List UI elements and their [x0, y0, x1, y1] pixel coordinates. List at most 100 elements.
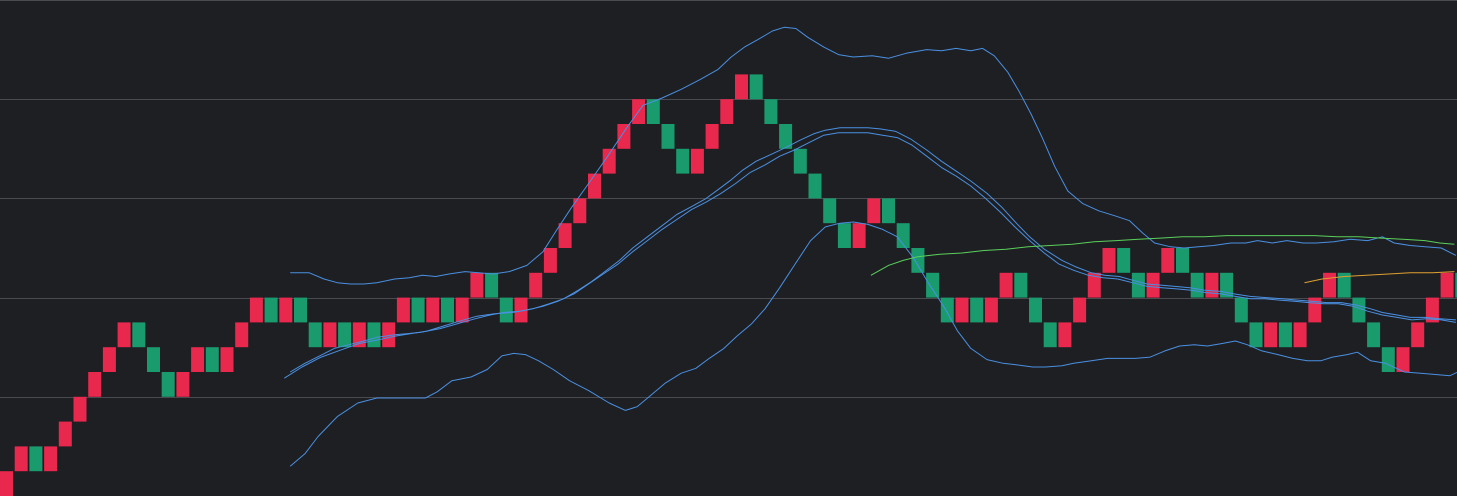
renko-brick-up — [1058, 322, 1072, 348]
renko-brick-up — [602, 148, 616, 174]
renko-brick-up — [1411, 322, 1425, 348]
renko-brick-down — [294, 297, 307, 323]
renko-brick-down — [793, 148, 807, 174]
renko-brick-up — [191, 347, 205, 372]
renko-brick-up — [1396, 347, 1410, 372]
renko-brick-down — [970, 297, 984, 323]
renko-brick-down — [29, 446, 43, 472]
renko-brick-up — [514, 297, 528, 323]
renko-brick-up — [279, 297, 293, 323]
renko-brick-up — [470, 272, 484, 298]
renko-brick-down — [1455, 272, 1457, 298]
renko-brick-down — [147, 347, 160, 372]
renko-brick-up — [88, 372, 102, 397]
renko-brick-up — [1440, 272, 1454, 298]
renko-brick-down — [1014, 272, 1028, 298]
renko-brick-up — [1102, 248, 1116, 273]
renko-brick-up — [999, 272, 1013, 298]
renko-brick-down — [749, 74, 763, 100]
renko-brick-up — [955, 297, 969, 323]
renko-brick-down — [1337, 272, 1351, 298]
renko-brick-up — [73, 396, 87, 422]
renko-brick-up — [102, 347, 116, 372]
renko-brick-up — [1323, 272, 1336, 298]
renko-bricks — [0, 74, 1457, 496]
orange-ma-line — [1304, 271, 1455, 284]
renko-brick-down — [882, 198, 895, 224]
renko-brick-down — [1381, 347, 1395, 372]
renko-brick-up — [573, 198, 587, 224]
renko-brick-up — [249, 297, 263, 323]
renko-brick-up — [1073, 297, 1087, 323]
renko-brick-down — [132, 322, 146, 348]
indicator-lines — [284, 26, 1457, 467]
renko-brick-down — [367, 322, 381, 348]
renko-brick-up — [382, 322, 396, 348]
renko-brick-down — [1190, 272, 1204, 298]
renko-brick-down — [1367, 322, 1381, 348]
renko-brick-down — [338, 322, 352, 348]
renko-brick-up — [735, 74, 748, 100]
renko-brick-down — [1352, 297, 1366, 323]
renko-brick-up — [455, 297, 469, 323]
renko-brick-up — [44, 446, 58, 472]
renko-brick-up — [14, 446, 28, 472]
renko-brick-up — [705, 124, 719, 149]
renko-brick-down — [441, 297, 454, 323]
renko-brick-down — [1249, 322, 1263, 348]
renko-brick-down — [1029, 297, 1042, 323]
renko-brick-up — [396, 297, 410, 323]
renko-brick-up — [720, 99, 734, 124]
renko-brick-down — [1043, 322, 1057, 348]
renko-brick-down — [808, 173, 822, 199]
renko-brick-up — [0, 471, 13, 496]
renko-brick-down — [1278, 322, 1292, 348]
renko-brick-down — [264, 297, 278, 323]
renko-brick-up — [1264, 322, 1278, 348]
renko-brick-down — [1234, 297, 1248, 323]
renko-brick-down — [485, 272, 499, 298]
renko-brick-down — [896, 223, 910, 248]
renko-brick-up — [1161, 248, 1175, 273]
renko-brick-up — [1087, 272, 1101, 298]
renko-brick-down — [823, 198, 837, 224]
renko-brick-up — [117, 322, 131, 348]
renko-brick-up — [558, 223, 572, 248]
renko-brick-down — [764, 99, 778, 124]
renko-brick-down — [911, 248, 925, 273]
renko-brick-down — [676, 148, 690, 174]
renko-brick-down — [205, 347, 219, 372]
renko-brick-down — [499, 297, 513, 323]
renko-brick-up — [176, 372, 190, 397]
renko-brick-up — [529, 272, 543, 298]
renko-brick-down — [926, 272, 940, 298]
renko-brick-down — [1131, 272, 1145, 298]
renko-brick-up — [617, 124, 631, 149]
renko-brick-down — [411, 297, 425, 323]
renko-brick-up — [323, 322, 337, 348]
middle-ma-2-line — [284, 132, 1456, 379]
renko-brick-up — [543, 248, 557, 273]
renko-brick-up — [852, 223, 866, 248]
lower-band-line — [289, 221, 1457, 467]
upper-band-line — [290, 26, 1457, 285]
renko-brick-down — [837, 223, 851, 248]
renko-brick-up — [1425, 297, 1439, 323]
renko-brick-up — [984, 297, 998, 323]
renko-brick-up — [690, 148, 704, 174]
renko-brick-up — [867, 198, 881, 224]
renko-brick-up — [235, 322, 249, 348]
renko-brick-up — [1146, 272, 1160, 298]
renko-brick-down — [940, 297, 954, 323]
renko-brick-down — [646, 99, 660, 124]
grid-lines — [0, 0, 1457, 398]
renko-brick-up — [426, 297, 440, 323]
green-ma-line — [870, 235, 1455, 276]
renko-brick-down — [1117, 248, 1131, 273]
renko-brick-down — [308, 322, 322, 348]
renko-brick-down — [161, 372, 175, 397]
renko-brick-up — [58, 421, 72, 447]
renko-brick-down — [661, 124, 675, 149]
